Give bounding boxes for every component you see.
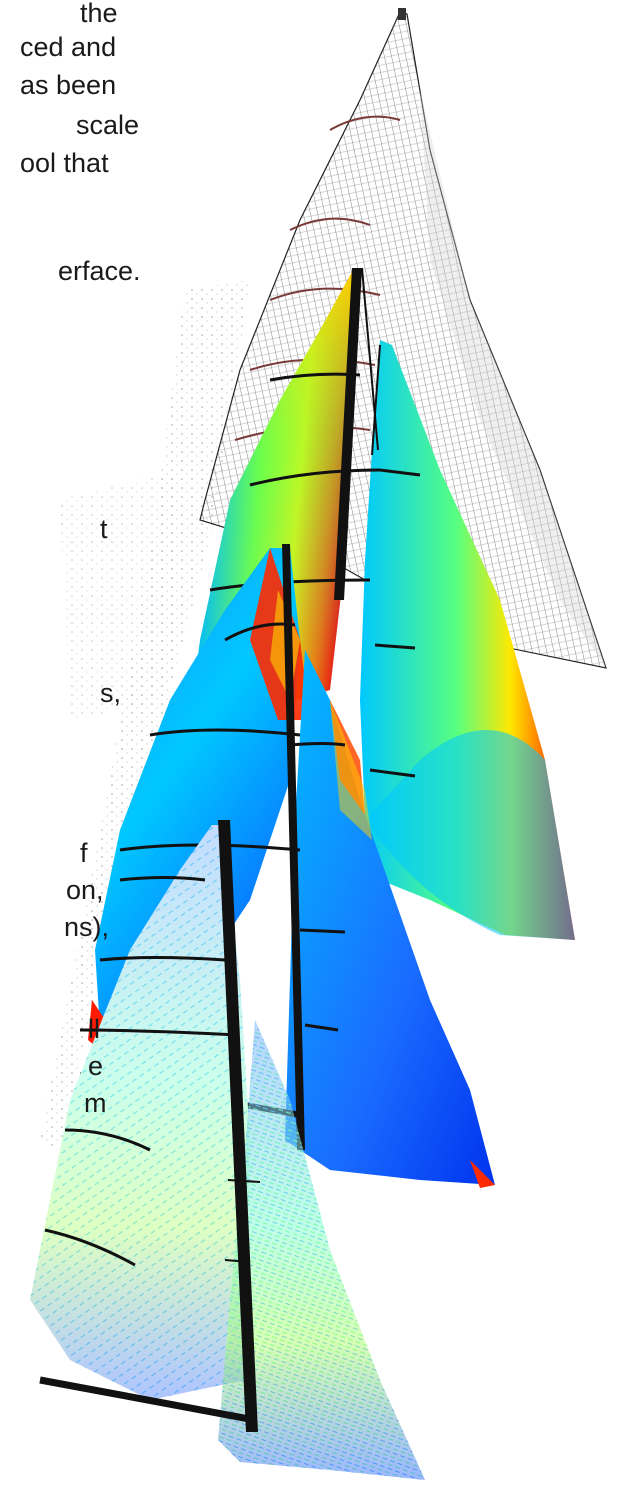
dotted-wireframe — [40, 280, 250, 1150]
pressure-sail-middle — [79, 544, 495, 1188]
pressure-sail-top — [185, 267, 575, 940]
velocity-sail-bottom — [30, 820, 425, 1480]
